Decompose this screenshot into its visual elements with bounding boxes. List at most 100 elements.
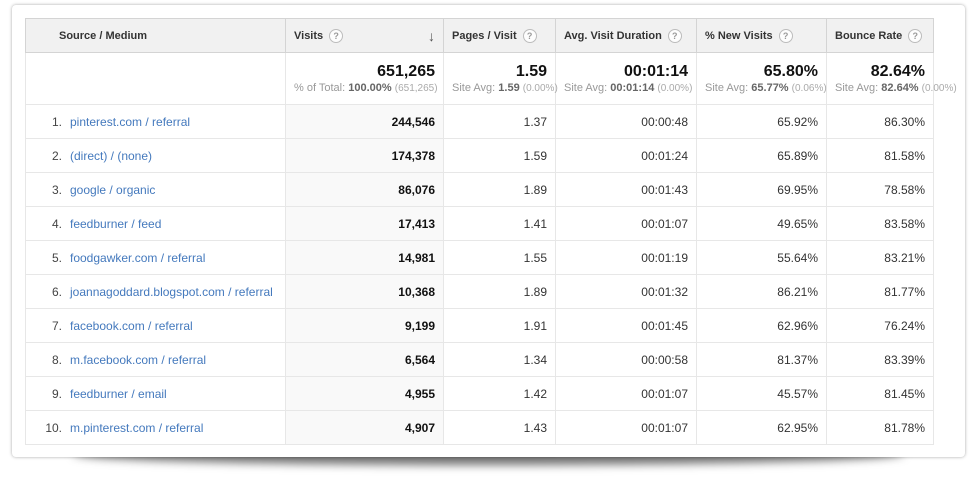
- table-header: Source / Medium Visits ? ↓ Pages / Visit: [25, 18, 934, 53]
- summary-sub-label: Site Avg:: [705, 81, 749, 94]
- column-label: % New Visits: [705, 29, 773, 42]
- column-header-avg-visit-duration[interactable]: Avg. Visit Duration ?: [555, 18, 697, 53]
- source-medium-link[interactable]: pinterest.com / referral: [70, 114, 191, 129]
- source-cell: 9. feedburner / email: [25, 376, 286, 411]
- pages-per-visit-cell: 1.89: [443, 274, 556, 309]
- source-medium-link[interactable]: (direct) / (none): [70, 148, 153, 163]
- source-medium-link[interactable]: facebook.com / referral: [70, 318, 193, 333]
- help-icon[interactable]: ?: [778, 28, 793, 43]
- table-row: 6. joannagoddard.blogspot.com / referral …: [25, 274, 934, 309]
- source-medium-link[interactable]: joannagoddard.blogspot.com / referral: [70, 284, 273, 299]
- table-row: 5. foodgawker.com / referral 14,981 1.55 …: [25, 240, 934, 275]
- source-medium-link[interactable]: m.facebook.com / referral: [70, 352, 207, 367]
- summary-value: 00:01:14: [623, 62, 688, 80]
- table-row: 8. m.facebook.com / referral 6,564 1.34 0…: [25, 342, 934, 377]
- new-visits-cell: 65.89%: [696, 138, 827, 173]
- row-rank: 3.: [51, 182, 62, 197]
- row-rank: 4.: [51, 216, 62, 231]
- summary-pages-cell: 1.59 Site Avg: 1.59 (0.00%): [443, 52, 558, 105]
- table-row: 4. feedburner / feed 17,413 1.41 00:01:07…: [25, 206, 934, 241]
- summary-value: 651,265: [377, 62, 435, 80]
- pages-per-visit-cell: 1.42: [443, 376, 556, 411]
- source-cell: 7. facebook.com / referral: [25, 308, 286, 343]
- visits-cell: 14,981: [285, 240, 444, 275]
- table-row: 1. pinterest.com / referral 244,546 1.37 …: [25, 104, 934, 139]
- sort-descending-icon: ↓: [428, 27, 435, 44]
- row-rank: 5.: [51, 250, 62, 265]
- summary-visits-cell: 651,265 % of Total: 100.00% (651,265): [285, 52, 444, 105]
- summary-sub-paren: (651,265): [394, 82, 438, 94]
- avg-visit-duration-cell: 00:01:07: [555, 206, 697, 241]
- source-cell: 6. joannagoddard.blogspot.com / referral: [25, 274, 286, 309]
- new-visits-cell: 81.37%: [696, 342, 827, 377]
- summary-sub-value: 1.59: [498, 81, 520, 94]
- visits-cell: 174,378: [285, 138, 444, 173]
- column-label: Source / Medium: [59, 29, 148, 42]
- table-row: 10. m.pinterest.com / referral 4,907 1.43…: [25, 410, 934, 445]
- help-icon[interactable]: ?: [667, 28, 682, 43]
- pages-per-visit-cell: 1.91: [443, 308, 556, 343]
- bounce-rate-cell: 78.58%: [826, 172, 934, 207]
- column-header-bounce-rate[interactable]: Bounce Rate ?: [826, 18, 934, 53]
- summary-subtext: Site Avg: 65.77% (0.06%): [705, 81, 827, 96]
- row-rank: 8.: [51, 352, 62, 367]
- help-icon[interactable]: ?: [329, 28, 344, 43]
- summary-duration-cell: 00:01:14 Site Avg: 00:01:14 (0.00%): [555, 52, 697, 105]
- new-visits-cell: 45.57%: [696, 376, 827, 411]
- visits-cell: 9,199: [285, 308, 444, 343]
- summary-bounce-cell: 82.64% Site Avg: 82.64% (0.00%): [826, 52, 957, 105]
- source-medium-link[interactable]: feedburner / feed: [70, 216, 162, 231]
- new-visits-cell: 86.21%: [696, 274, 827, 309]
- source-medium-table: Source / Medium Visits ? ↓ Pages / Visit: [25, 18, 957, 445]
- source-cell: 1. pinterest.com / referral: [25, 104, 286, 139]
- source-cell: 8. m.facebook.com / referral: [25, 342, 286, 377]
- column-label: Pages / Visit: [452, 29, 517, 42]
- column-header-source-medium[interactable]: Source / Medium: [25, 18, 286, 53]
- table-row: 2. (direct) / (none) 174,378 1.59 00:01:2…: [25, 138, 934, 173]
- row-rank: 10.: [45, 420, 62, 435]
- source-medium-link[interactable]: google / organic: [70, 182, 156, 197]
- avg-visit-duration-cell: 00:01:45: [555, 308, 697, 343]
- column-label: Bounce Rate: [835, 29, 903, 42]
- avg-visit-duration-cell: 00:01:24: [555, 138, 697, 173]
- row-rank: 6.: [51, 284, 62, 299]
- bounce-rate-cell: 83.39%: [826, 342, 934, 377]
- screenshot-frame: Source / Medium Visits ? ↓ Pages / Visit: [12, 5, 965, 457]
- avg-visit-duration-cell: 00:00:48: [555, 104, 697, 139]
- pages-per-visit-cell: 1.34: [443, 342, 556, 377]
- bounce-rate-cell: 83.21%: [826, 240, 934, 275]
- source-cell: 4. feedburner / feed: [25, 206, 286, 241]
- summary-sub-label: % of Total:: [294, 81, 346, 94]
- summary-subtext: Site Avg: 00:01:14 (0.00%): [564, 81, 692, 96]
- analytics-report-card: Source / Medium Visits ? ↓ Pages / Visit: [12, 5, 965, 457]
- summary-sub-value: 00:01:14: [610, 81, 655, 94]
- summary-sub-label: Site Avg:: [564, 81, 608, 94]
- new-visits-cell: 65.92%: [696, 104, 827, 139]
- summary-source-cell: [25, 52, 286, 105]
- source-medium-link[interactable]: m.pinterest.com / referral: [70, 420, 204, 435]
- pages-per-visit-cell: 1.89: [443, 172, 556, 207]
- visits-cell: 86,076: [285, 172, 444, 207]
- avg-visit-duration-cell: 00:00:58: [555, 342, 697, 377]
- summary-value: 65.80%: [763, 62, 818, 80]
- summary-sub-label: Site Avg:: [835, 81, 879, 94]
- column-header-visits[interactable]: Visits ? ↓: [285, 18, 444, 53]
- avg-visit-duration-cell: 00:01:43: [555, 172, 697, 207]
- summary-new-visits-cell: 65.80% Site Avg: 65.77% (0.06%): [696, 52, 827, 105]
- summary-subtext: % of Total: 100.00% (651,265): [294, 81, 438, 96]
- summary-sub-paren: (0.00%): [522, 82, 558, 94]
- new-visits-cell: 62.95%: [696, 410, 827, 445]
- visits-cell: 6,564: [285, 342, 444, 377]
- summary-sub-label: Site Avg:: [452, 81, 496, 94]
- source-medium-link[interactable]: feedburner / email: [70, 386, 167, 401]
- source-medium-link[interactable]: foodgawker.com / referral: [70, 250, 206, 265]
- column-header-new-visits[interactable]: % New Visits ?: [696, 18, 827, 53]
- new-visits-cell: 69.95%: [696, 172, 827, 207]
- help-icon[interactable]: ?: [908, 28, 923, 43]
- column-header-pages-per-visit[interactable]: Pages / Visit ?: [443, 18, 556, 53]
- bounce-rate-cell: 81.77%: [826, 274, 934, 309]
- table-row: 7. facebook.com / referral 9,199 1.91 00:…: [25, 308, 934, 343]
- bounce-rate-cell: 76.24%: [826, 308, 934, 343]
- help-icon[interactable]: ?: [522, 28, 537, 43]
- new-visits-cell: 49.65%: [696, 206, 827, 241]
